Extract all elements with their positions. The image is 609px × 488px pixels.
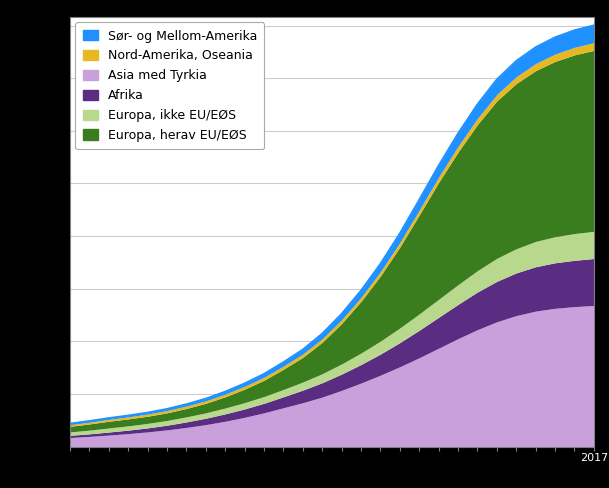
Legend: Sør- og Mellom-Amerika, Nord-Amerika, Oseania, Asia med Tyrkia, Afrika, Europa, : Sør- og Mellom-Amerika, Nord-Amerika, Os… bbox=[75, 22, 264, 149]
